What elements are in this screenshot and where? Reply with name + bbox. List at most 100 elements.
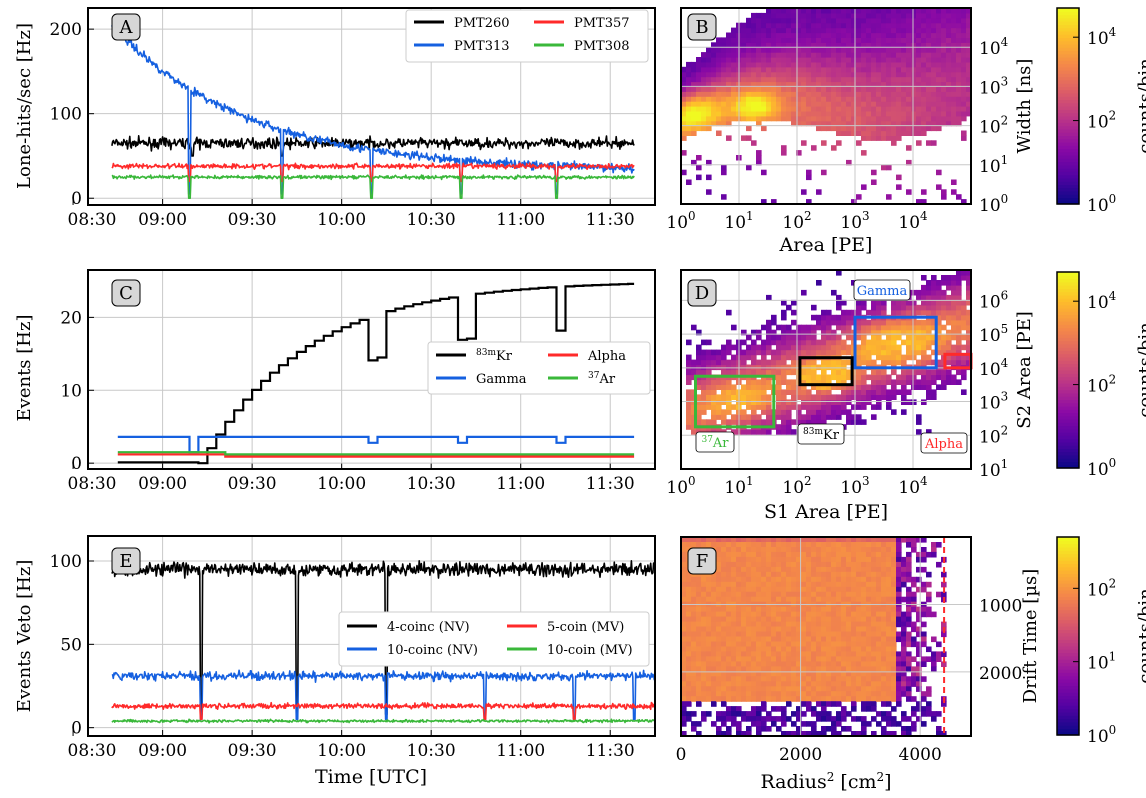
heatmap-cell	[706, 586, 712, 593]
heatmap-cell	[826, 61, 832, 68]
heatmap-cell	[691, 656, 697, 662]
heatmap-cell	[851, 419, 857, 425]
heatmap-cell	[911, 47, 917, 53]
heatmap-cell	[746, 626, 752, 633]
heatmap-cell	[786, 419, 792, 425]
heatmap-cell	[776, 542, 782, 548]
heatmap-cell	[681, 586, 687, 593]
heatmap-cell	[711, 542, 717, 548]
heatmap-cell	[871, 576, 877, 583]
heatmap-cell	[856, 379, 862, 385]
region-label-Gamma: Gamma	[857, 284, 908, 299]
heatmap-cell	[931, 8, 937, 14]
heatmap-cell	[881, 359, 887, 366]
heatmap-cell	[936, 329, 942, 336]
heatmap-cell	[841, 52, 847, 58]
heatmap-cell	[761, 566, 767, 573]
region-label-Ar: 37Ar	[701, 435, 729, 451]
heatmap-cell	[851, 32, 857, 38]
heatmap-cell	[886, 349, 892, 356]
heatmap-cell	[961, 304, 967, 311]
heatmap-cell	[841, 551, 847, 558]
heatmap-cell	[741, 661, 747, 667]
heatmap-cell	[806, 656, 812, 662]
heatmap-cell	[751, 22, 757, 29]
heatmap-cell	[811, 52, 817, 58]
heatmap-cell	[806, 537, 812, 543]
heatmap-cell	[891, 81, 897, 87]
heatmap-cell	[851, 115, 857, 122]
heatmap-cell	[741, 566, 747, 573]
heatmap-cell	[876, 561, 882, 568]
heatmap-cell	[941, 106, 947, 112]
heatmap-cell	[751, 96, 757, 102]
heatmap-cell	[786, 8, 792, 14]
heatmap-cell	[816, 561, 822, 568]
heatmap-cell	[846, 86, 852, 92]
heatmap-cell	[886, 374, 892, 381]
heatmap-cell	[766, 8, 772, 14]
heatmap-cell	[756, 57, 762, 63]
heatmap-cell	[691, 571, 697, 578]
heatmap-cell	[916, 551, 922, 558]
heatmap-cell	[696, 61, 702, 68]
heatmap-cell	[891, 42, 897, 48]
heatmap-cell	[826, 586, 832, 593]
heatmap-cell	[831, 349, 837, 356]
heatmap-cell	[681, 542, 687, 548]
heatmap-cell	[966, 344, 972, 351]
heatmap-cell	[771, 91, 777, 97]
heatmap-cell	[786, 329, 792, 336]
heatmap-cell	[896, 47, 902, 53]
heatmap-cell	[906, 641, 912, 648]
heatmap-cell	[916, 349, 922, 356]
x-axis-label-B: Area [PE]	[779, 234, 873, 256]
heatmap-cell	[821, 12, 827, 19]
heatmap-cell	[806, 636, 812, 643]
heatmap-cell	[846, 547, 852, 553]
heatmap-cell	[876, 8, 882, 14]
heatmap-cell	[901, 339, 907, 346]
heatmap-cell	[926, 319, 932, 326]
heatmap-cell	[786, 581, 792, 588]
colorbar-cell	[1057, 272, 1079, 276]
heatmap-cell	[886, 586, 892, 593]
heatmap-cell	[816, 120, 822, 127]
heatmap-cell	[951, 96, 957, 102]
heatmap-cell	[731, 716, 737, 722]
heatmap-cell	[736, 537, 742, 543]
heatmap-cell	[916, 716, 922, 722]
heatmap-cell	[841, 641, 847, 648]
heatmap-cell	[861, 339, 867, 346]
heatmap-cell	[851, 8, 857, 14]
heatmap-cell	[761, 537, 767, 543]
heatmap-cell	[726, 671, 732, 677]
heatmap-cell	[761, 61, 767, 68]
colorbar-tick-label: 100	[1087, 192, 1116, 216]
heatmap-cell	[811, 96, 817, 102]
heatmap-cell	[726, 586, 732, 593]
heatmap-cell	[911, 106, 917, 112]
heatmap-cell	[801, 537, 807, 543]
heatmap-cell	[681, 571, 687, 578]
heatmap-cell	[871, 339, 877, 346]
heatmap-cell	[726, 86, 732, 92]
heatmap-cell	[886, 135, 892, 141]
heatmap-cell	[771, 57, 777, 63]
heatmap-cell	[836, 414, 842, 420]
heatmap-cell	[831, 289, 837, 296]
heatmap-cell	[756, 110, 762, 117]
heatmap-cell	[781, 379, 787, 385]
heatmap-cell	[766, 414, 772, 420]
heatmap-cell	[816, 389, 822, 395]
heatmap-cell	[701, 76, 707, 83]
heatmap-cell	[901, 726, 907, 732]
heatmap-cell	[846, 636, 852, 643]
heatmap-cell	[771, 537, 777, 543]
heatmap-cell	[811, 576, 817, 583]
heatmap-cell	[821, 686, 827, 692]
heatmap-cell	[836, 561, 842, 568]
heatmap-cell	[696, 661, 702, 667]
heatmap-cell	[881, 76, 887, 83]
heatmap-cell	[856, 52, 862, 58]
